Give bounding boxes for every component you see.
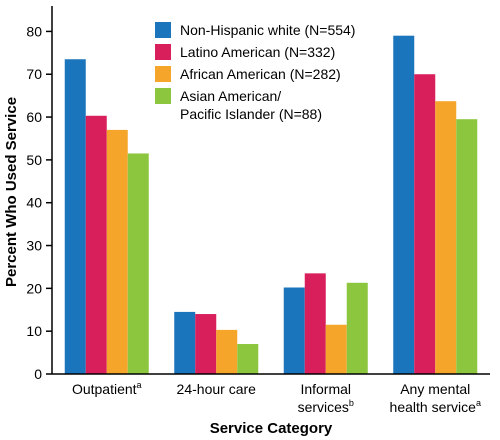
legend: Non-Hispanic white (N=554) Latino America… bbox=[155, 22, 355, 122]
legend-label: Asian American/ bbox=[180, 88, 281, 104]
x-tick-label: servicesb bbox=[298, 398, 354, 415]
bars-group bbox=[64, 35, 478, 375]
bar bbox=[216, 329, 238, 374]
bar bbox=[106, 129, 128, 374]
bar bbox=[174, 311, 196, 374]
x-axis-title: Service Category bbox=[210, 420, 333, 437]
y-tick-label: 40 bbox=[26, 195, 42, 211]
y-tick-label: 80 bbox=[26, 23, 42, 39]
x-tick-label: 24-hour care bbox=[177, 381, 257, 397]
y-tick-label: 0 bbox=[34, 366, 42, 382]
bar bbox=[85, 115, 107, 375]
bar bbox=[195, 314, 217, 374]
bar bbox=[393, 35, 415, 374]
x-tick-label: Any mental bbox=[400, 381, 470, 397]
bar bbox=[456, 119, 478, 374]
legend-label: Latino American (N=332) bbox=[180, 44, 335, 60]
legend-swatch bbox=[155, 88, 171, 104]
legend-swatch bbox=[155, 66, 171, 82]
y-tick-label: 50 bbox=[26, 152, 42, 168]
x-tick-label: Informal bbox=[300, 381, 351, 397]
y-axis-title: Percent Who Used Service bbox=[3, 97, 20, 287]
x-tick-label: Outpatienta bbox=[72, 380, 142, 397]
legend-label: Pacific Islander (N=88) bbox=[180, 106, 322, 122]
bar bbox=[64, 59, 86, 374]
bar bbox=[435, 101, 457, 375]
bar bbox=[304, 273, 326, 374]
x-axis: Outpatienta 24-hour care Informalservicesb… bbox=[52, 373, 490, 415]
bar bbox=[414, 74, 436, 374]
x-tick-label: health servicea bbox=[390, 398, 481, 415]
legend-label: Non-Hispanic white (N=554) bbox=[180, 22, 355, 38]
y-tick-label: 20 bbox=[26, 280, 42, 296]
bar bbox=[127, 153, 149, 374]
legend-swatch bbox=[155, 44, 171, 60]
bar bbox=[346, 282, 368, 374]
bar bbox=[237, 344, 259, 374]
y-tick-label: 10 bbox=[26, 323, 42, 339]
y-axis: 0 10 20 30 40 50 60 70 80 bbox=[26, 6, 53, 382]
y-tick-label: 60 bbox=[26, 109, 42, 125]
y-tick-label: 30 bbox=[26, 238, 42, 254]
legend-label: African American (N=282) bbox=[180, 66, 341, 82]
legend-swatch bbox=[155, 22, 171, 38]
bar bbox=[283, 287, 305, 374]
bar bbox=[325, 324, 347, 374]
y-tick-label: 70 bbox=[26, 66, 42, 82]
